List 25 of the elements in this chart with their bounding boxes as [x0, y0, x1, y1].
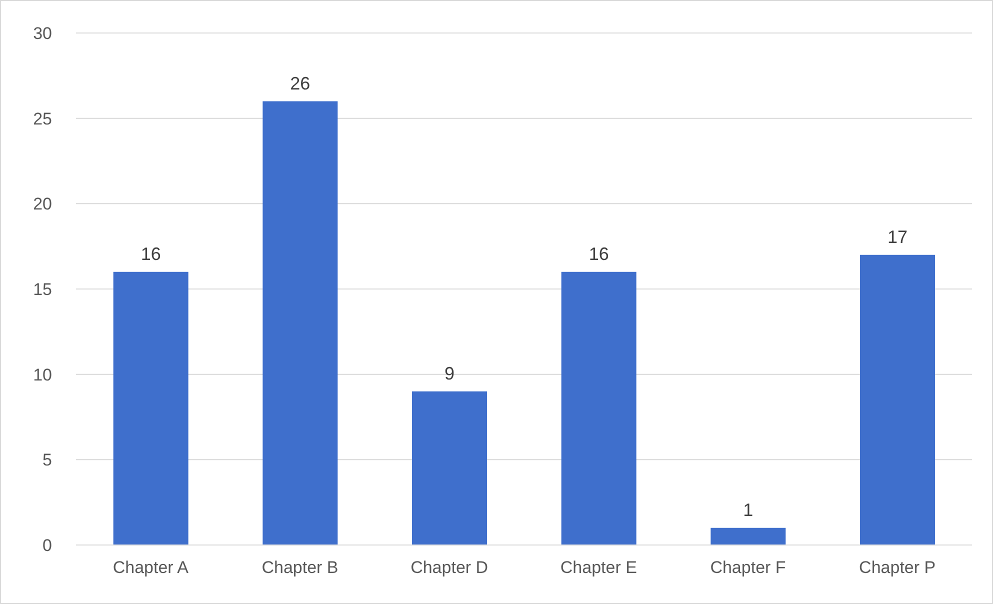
data-label: 16	[588, 244, 609, 264]
x-tick-label: Chapter P	[859, 558, 936, 578]
x-tick-label: Chapter D	[410, 558, 488, 578]
y-tick-label: 10	[33, 365, 52, 384]
x-tick-label: Chapter B	[262, 558, 338, 578]
y-tick-label: 0	[42, 536, 52, 556]
y-tick-label: 20	[33, 194, 52, 214]
bar	[262, 101, 338, 545]
x-tick-label: Chapter E	[560, 558, 637, 578]
data-label: 1	[743, 500, 754, 520]
data-label: 17	[887, 226, 908, 247]
y-tick-label: 25	[33, 109, 52, 128]
y-tick-label: 15	[33, 280, 52, 300]
bar	[412, 391, 487, 545]
data-label: 9	[444, 363, 455, 384]
bar	[113, 272, 188, 545]
bar	[710, 528, 786, 545]
x-tick-label: Chapter F	[710, 558, 786, 578]
y-tick-label: 5	[42, 450, 52, 470]
data-label: 26	[290, 73, 310, 94]
bar	[860, 254, 935, 545]
y-tick-label: 30	[33, 24, 52, 44]
x-tick-label: Chapter A	[112, 558, 190, 578]
data-label: 16	[140, 244, 161, 264]
bar	[561, 272, 636, 545]
